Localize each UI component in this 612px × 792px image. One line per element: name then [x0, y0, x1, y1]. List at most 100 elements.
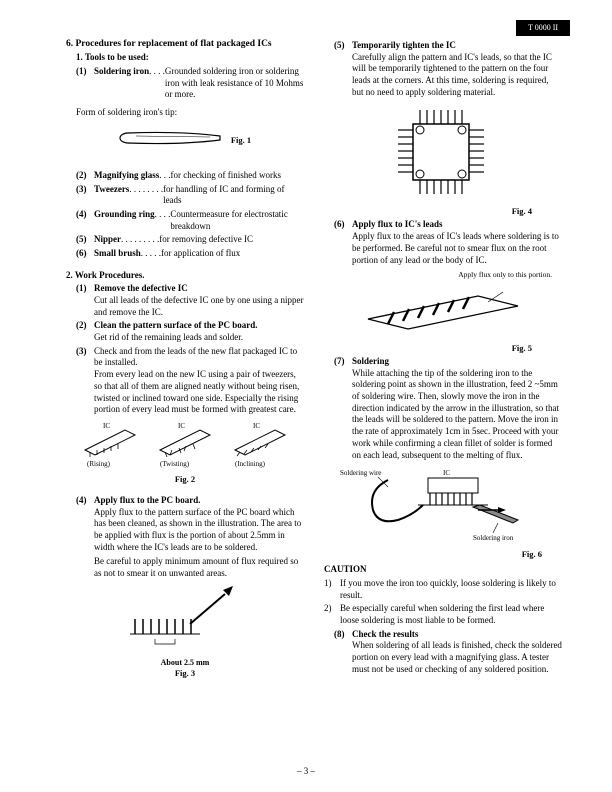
svg-text:Soldering wire: Soldering wire [340, 469, 381, 477]
tool-name: Grounding ring [94, 209, 155, 232]
step-num: (4) [76, 495, 94, 507]
step-title: Clean the pattern surface of the PC boar… [94, 320, 304, 332]
tool-item: (2)Magnifying glass . . . for checking o… [66, 170, 304, 182]
caution-num: 1) [324, 578, 340, 601]
step-num: (8) [334, 629, 352, 641]
step-title: Apply flux to the PC board. [94, 495, 304, 507]
dots: . . . . [149, 66, 165, 101]
fig2-label: Fig. 2 [66, 474, 304, 485]
step-body: Apply flux to the pattern surface of the… [66, 507, 304, 554]
fig6-illustration: Soldering wire IC Soldering iron [338, 465, 548, 545]
svg-text:Soldering iron: Soldering iron [473, 534, 514, 542]
svg-text:(Twisting): (Twisting) [160, 460, 190, 468]
step-num: (1) [76, 283, 94, 295]
tool-name: Tweezers [94, 184, 129, 207]
step-title: Apply flux to IC's leads [352, 219, 562, 231]
step-num: (3) [76, 346, 94, 369]
dots: . . . . [155, 209, 171, 232]
section-title: 6. Procedures for replacement of flat pa… [66, 38, 304, 50]
fig4-label: Fig. 4 [324, 206, 562, 217]
caution-item: 2)Be especially careful when soldering t… [324, 603, 562, 626]
dots: . . . . . [141, 248, 161, 260]
tool-num: (6) [76, 248, 94, 260]
tool-desc: for handling of IC and forming of leads [163, 184, 304, 207]
tool-item: (5)Nipper . . . . . . . . . for removing… [66, 234, 304, 246]
fig6-label: Fig. 6 [324, 549, 562, 560]
tool-num: (4) [76, 209, 94, 232]
step-num: (5) [334, 40, 352, 52]
step-body: Get rid of the remaining leads and solde… [66, 332, 304, 344]
step-item: (5)Temporarily tighten the IC [324, 40, 562, 52]
two-column-layout: 6. Procedures for replacement of flat pa… [66, 38, 564, 679]
step-body: Be careful to apply minimum amount of fl… [66, 556, 304, 579]
tool-item: (6)Small brush . . . . . for application… [66, 248, 304, 260]
svg-text:(Inclining): (Inclining) [235, 460, 266, 468]
step-title: Check the results [352, 629, 562, 641]
tool-desc: for checking of finished works [171, 170, 304, 182]
fig3-label: Fig. 3 [66, 668, 304, 679]
tool-desc: for application of flux [161, 248, 304, 260]
caution-item: 1)If you move the iron too quickly, loos… [324, 578, 562, 601]
step-item: (2)Clean the pattern surface of the PC b… [66, 320, 304, 332]
svg-text:(Rising): (Rising) [87, 460, 111, 468]
dots: . . . . . . . . [129, 184, 163, 207]
step-item: (8)Check the results [324, 629, 562, 641]
step-title: Remove the defective IC [94, 283, 304, 295]
tool-desc: Grounded soldering iron or soldering iro… [165, 66, 304, 101]
tool-item: (3)Tweezers . . . . . . . . for handling… [66, 184, 304, 207]
fig4-illustration [373, 102, 513, 202]
left-column: 6. Procedures for replacement of flat pa… [66, 38, 304, 679]
fig3-illustration [115, 584, 255, 654]
step-title: Temporarily tighten the IC [352, 40, 562, 52]
caution-text: Be especially careful when soldering the… [340, 603, 562, 626]
tool-name: Soldering iron [94, 66, 149, 101]
caution-heading: CAUTION [324, 564, 562, 576]
tool-item: (4)Grounding ring . . . . Countermeasure… [66, 209, 304, 232]
step-body: Carefully align the pattern and IC's lea… [324, 52, 562, 99]
tool-num: (3) [76, 184, 94, 207]
dots: . . . [159, 170, 170, 182]
fig5-label: Fig. 5 [324, 343, 562, 354]
page-number: – 3 – [0, 766, 612, 778]
fig5-note: Apply flux only to this portion. [324, 270, 562, 280]
step-num: (2) [76, 320, 94, 332]
tool-item: (1) Soldering iron . . . . Grounded sold… [66, 66, 304, 101]
tool-num: (2) [76, 170, 94, 182]
step-item: (1)Remove the defective IC [66, 283, 304, 295]
tool-name: Magnifying glass [94, 170, 159, 182]
step-num: (7) [334, 356, 352, 368]
fig2-illustration: IC (Rising) IC (Twisting) IC (Inclining) [75, 420, 295, 470]
step-body: While attaching the tip of the soldering… [324, 368, 562, 462]
step-num: (6) [334, 219, 352, 231]
fig3-dim: About 2.5 mm [66, 658, 304, 668]
svg-text:IC: IC [103, 422, 110, 430]
tip-label: Form of soldering iron's tip: [66, 107, 304, 119]
tool-desc: for removing defective IC [159, 234, 304, 246]
step-body: Check and from the leads of the new flat… [94, 346, 304, 369]
tool-name: Small brush [94, 248, 141, 260]
step-body: Apply flux to the areas of IC's leads wh… [324, 231, 562, 266]
step-item: (7)Soldering [324, 356, 562, 368]
svg-text:IC: IC [443, 469, 450, 477]
step-item: (6)Apply flux to IC's leads [324, 219, 562, 231]
caution-text: If you move the iron too quickly, loose … [340, 578, 562, 601]
header-badge: T 0000 II [516, 20, 570, 36]
dots: . . . . . . . . . [121, 234, 159, 246]
fig5-illustration [348, 284, 538, 339]
step-body: Cut all leads of the defective IC one by… [66, 295, 304, 318]
step-body: From every lead on the new IC using a pa… [66, 369, 304, 416]
svg-text:IC: IC [178, 422, 185, 430]
tool-num: (5) [76, 234, 94, 246]
step-body: When soldering of all leads is finished,… [324, 640, 562, 675]
step-item: (4)Apply flux to the PC board. [66, 495, 304, 507]
tool-desc: Countermeasure for electro­static breakd… [170, 209, 304, 232]
tool-num: (1) [76, 66, 94, 101]
caution-num: 2) [324, 603, 340, 626]
tool-name: Nipper [94, 234, 121, 246]
work-heading: 2. Work Procedures. [66, 270, 304, 282]
step-title: Soldering [352, 356, 562, 368]
svg-text:IC: IC [253, 422, 260, 430]
tools-heading: 1. Tools to be used: [66, 52, 304, 64]
right-column: (5)Temporarily tighten the IC Carefully … [324, 38, 562, 679]
fig1-label: Fig. 1 [221, 135, 261, 146]
